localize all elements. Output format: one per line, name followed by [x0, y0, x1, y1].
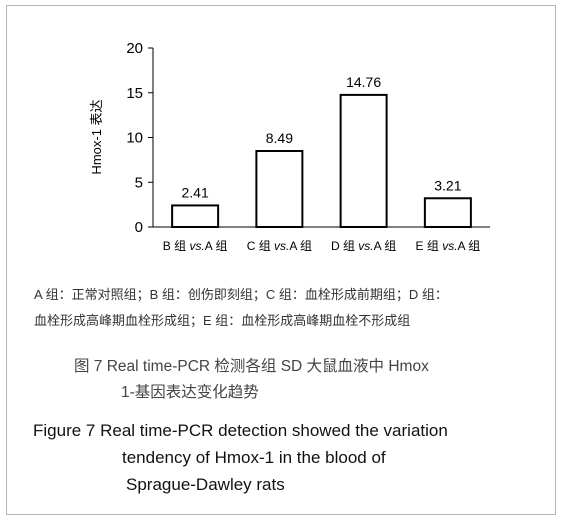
- note-line-1: A 组：正常对照组；B 组：创伤即刻组；C 组：血栓形成前期组；D 组：: [34, 287, 448, 302]
- caption-en-line-3: Sprague-Dawley rats: [126, 475, 285, 494]
- x-category-label-2: D 组 vs.A 组: [331, 239, 396, 253]
- x-category-label-0: B 组 vs.A 组: [163, 239, 228, 253]
- note-line-2: 血栓形成高峰期血栓形成组；E 组：血栓形成高峰期血栓不形成组: [34, 313, 411, 328]
- caption-en-line-1: Figure 7 Real time-PCR detection showed …: [33, 421, 448, 440]
- y-axis-label: Hmox-1 表达: [89, 99, 104, 174]
- bar-value-label-0: 2.41: [182, 184, 209, 200]
- caption-cn-line-2: 1-基因表达变化趋势: [121, 384, 259, 401]
- bar-chart: 0 5 10 15 20 Hmox-1 表达 2.41 B 组 vs.A 组 8.49 C 组 v…: [89, 40, 490, 253]
- y-tick-label-4: 20: [126, 40, 143, 57]
- bar-0: [171, 204, 220, 228]
- y-tick-label-2: 10: [126, 130, 143, 147]
- bar-value-label-2: 14.76: [346, 74, 381, 90]
- bar-3: [423, 197, 472, 228]
- caption-cn-line-1: 图 7 Real time-PCR 检测各组 SD 大鼠血液中 Hmox: [74, 358, 429, 375]
- figure-frame: [6, 5, 556, 515]
- x-category-label-3: E 组 vs.A 组: [416, 239, 481, 253]
- x-category-label-1: C 组 vs.A 组: [247, 239, 312, 253]
- bar-value-label-1: 8.49: [266, 130, 293, 146]
- bar-value-label-3: 3.21: [434, 177, 461, 193]
- caption-en-line-2: tendency of Hmox-1 in the blood of: [122, 448, 386, 467]
- y-tick-label-0: 0: [135, 219, 143, 236]
- bar-2: [339, 93, 388, 229]
- y-tick-label-3: 15: [126, 85, 143, 102]
- bar-1: [255, 150, 304, 228]
- y-tick-label-1: 5: [135, 174, 143, 191]
